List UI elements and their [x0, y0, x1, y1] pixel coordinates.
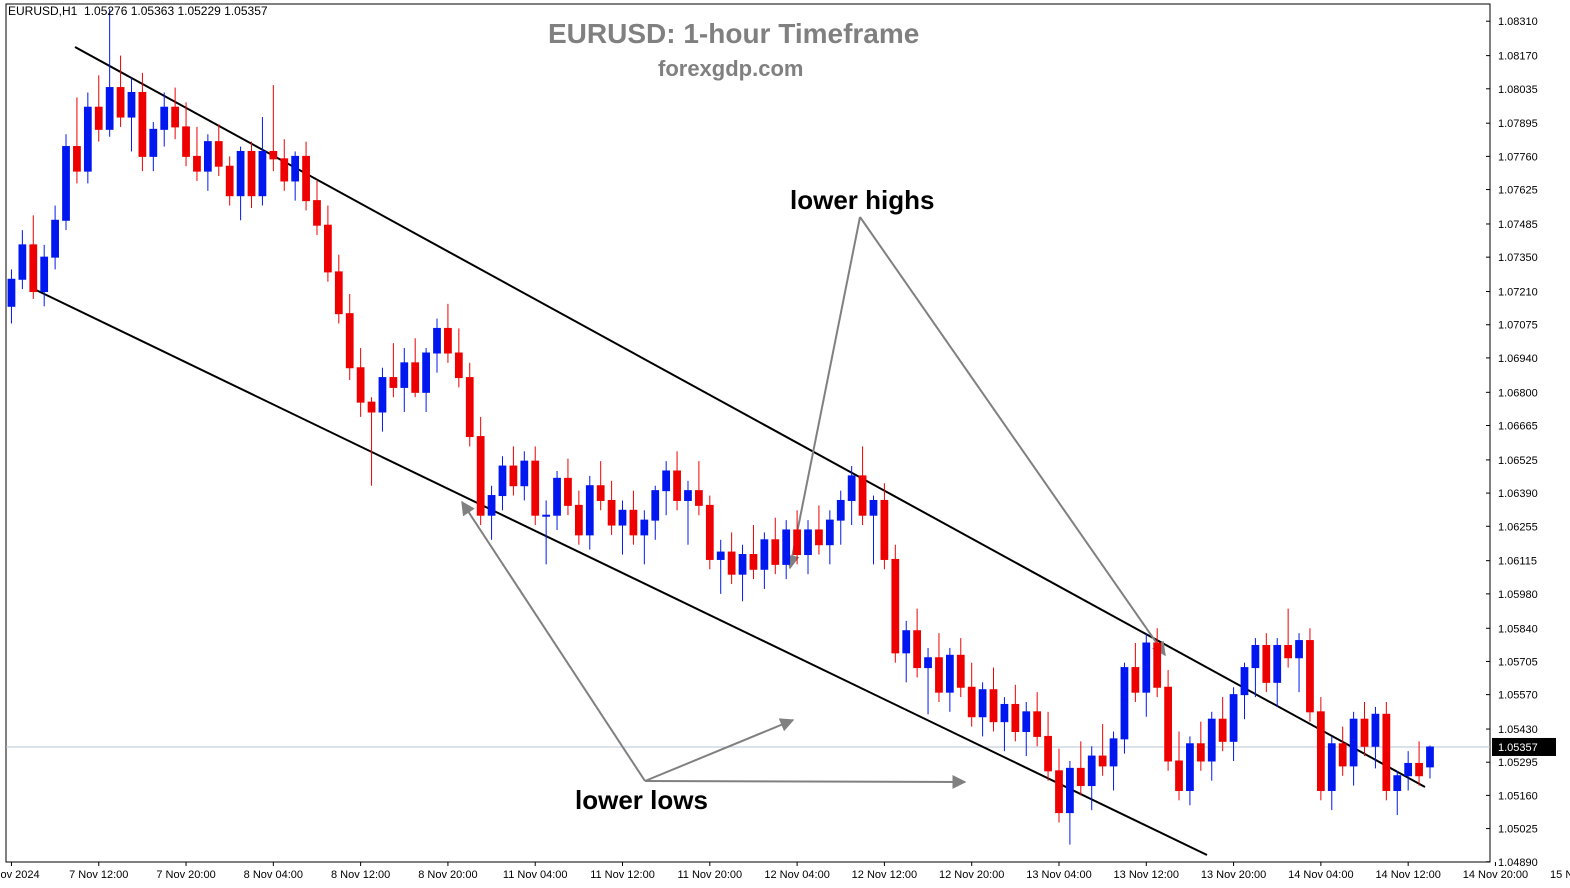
svg-text:1.07485: 1.07485	[1498, 219, 1538, 231]
svg-text:1.07210: 1.07210	[1498, 287, 1538, 299]
svg-text:1.05357: 1.05357	[1498, 742, 1538, 754]
svg-text:1.05840: 1.05840	[1498, 623, 1538, 635]
svg-text:1.05295: 1.05295	[1498, 757, 1538, 769]
svg-text:13 Nov 20:00: 13 Nov 20:00	[1201, 869, 1266, 881]
svg-text:1.05160: 1.05160	[1498, 790, 1538, 802]
svg-text:1.07075: 1.07075	[1498, 320, 1538, 332]
svg-text:7 Nov 20:00: 7 Nov 20:00	[156, 869, 215, 881]
svg-text:12 Nov 20:00: 12 Nov 20:00	[939, 869, 1004, 881]
svg-text:8 Nov 12:00: 8 Nov 12:00	[331, 869, 390, 881]
svg-text:1.04890: 1.04890	[1498, 857, 1538, 869]
svg-text:11 Nov 20:00: 11 Nov 20:00	[677, 869, 742, 881]
svg-text:1.08035: 1.08035	[1498, 84, 1538, 96]
svg-text:1.05980: 1.05980	[1498, 589, 1538, 601]
svg-text:1.06525: 1.06525	[1498, 455, 1538, 467]
svg-text:1.06255: 1.06255	[1498, 521, 1538, 533]
svg-text:1.06390: 1.06390	[1498, 488, 1538, 500]
svg-text:1.06800: 1.06800	[1498, 387, 1538, 399]
svg-text:7 Nov 2024: 7 Nov 2024	[0, 869, 40, 881]
chart-subtitle: forexgdp.com	[658, 56, 803, 82]
svg-text:12 Nov 12:00: 12 Nov 12:00	[852, 869, 917, 881]
svg-text:1.06115: 1.06115	[1498, 556, 1537, 568]
svg-text:8 Nov 20:00: 8 Nov 20:00	[418, 869, 477, 881]
svg-text:7 Nov 12:00: 7 Nov 12:00	[69, 869, 128, 881]
svg-text:11 Nov 12:00: 11 Nov 12:00	[590, 869, 655, 881]
svg-text:1.05430: 1.05430	[1498, 724, 1538, 736]
svg-text:1.07760: 1.07760	[1498, 151, 1538, 163]
svg-text:1.07625: 1.07625	[1498, 185, 1538, 197]
svg-text:14 Nov 20:00: 14 Nov 20:00	[1463, 869, 1528, 881]
svg-text:13 Nov 04:00: 13 Nov 04:00	[1026, 869, 1091, 881]
svg-text:14 Nov 04:00: 14 Nov 04:00	[1288, 869, 1353, 881]
svg-text:13 Nov 12:00: 13 Nov 12:00	[1114, 869, 1179, 881]
chart-title: EURUSD: 1-hour Timeframe	[548, 18, 919, 50]
svg-text:1.05025: 1.05025	[1498, 824, 1538, 836]
price-chart[interactable]: 1.04890 1.05025 1.05160 1.05295 1.05430 1.055…	[0, 0, 1570, 888]
svg-text:1.07895: 1.07895	[1498, 118, 1538, 130]
lower-highs-label: lower highs	[790, 185, 934, 216]
svg-text:1.06665: 1.06665	[1498, 421, 1538, 433]
svg-text:1.05570: 1.05570	[1498, 690, 1538, 702]
svg-text:15 Nov 04:00: 15 Nov 04:00	[1550, 869, 1570, 881]
svg-text:12 Nov 04:00: 12 Nov 04:00	[764, 869, 829, 881]
svg-text:11 Nov 04:00: 11 Nov 04:00	[503, 869, 568, 881]
lower-lows-label: lower lows	[575, 785, 708, 816]
svg-text:1.07350: 1.07350	[1498, 252, 1538, 264]
svg-text:14 Nov 12:00: 14 Nov 12:00	[1375, 869, 1440, 881]
svg-text:8 Nov 04:00: 8 Nov 04:00	[244, 869, 303, 881]
symbol-ohlc-label: EURUSD,H1 1.05276 1.05363 1.05229 1.0535…	[8, 4, 268, 18]
svg-text:1.05705: 1.05705	[1498, 656, 1538, 668]
svg-text:1.08170: 1.08170	[1498, 51, 1538, 63]
svg-text:1.06940: 1.06940	[1498, 353, 1538, 365]
svg-text:1.08310: 1.08310	[1498, 16, 1538, 28]
